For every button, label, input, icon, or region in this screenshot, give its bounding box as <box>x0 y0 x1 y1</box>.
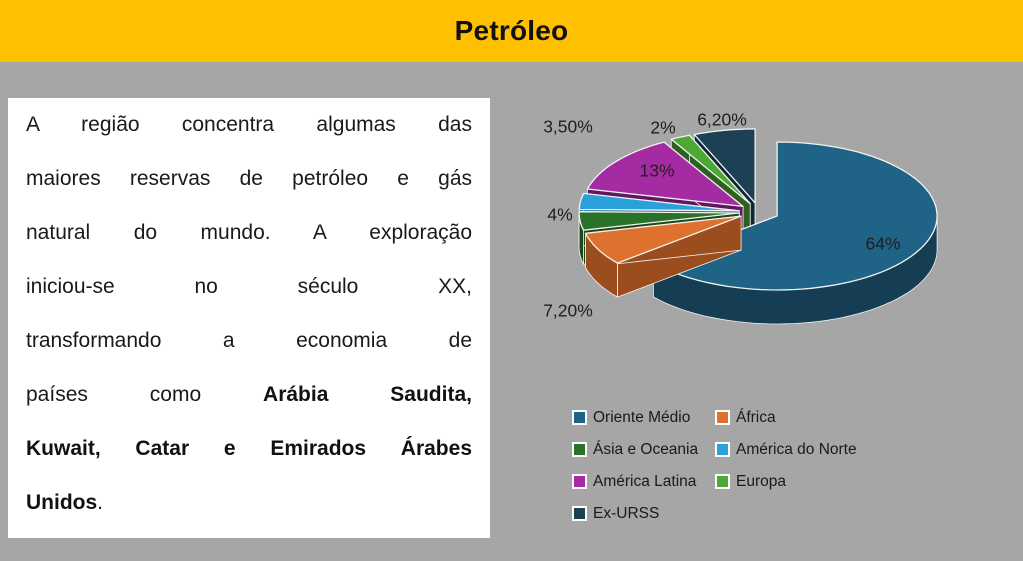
legend-item-ex-urss: Ex-URSS <box>572 502 715 525</box>
legend-label: África <box>736 408 776 426</box>
legend-swatch-icon <box>715 410 730 425</box>
legend-label: Oriente Médio <box>593 408 691 426</box>
pie-chart-svg: 64% 7,20% 4% 3,50% 13% 2% 6,20% <box>543 110 938 325</box>
header-bar: Petróleo <box>0 0 1023 62</box>
pie-value-label: 6,20% <box>697 110 747 130</box>
text-line: natural do mundo. A exploração <box>26 206 472 260</box>
text-line: iniciou-se no século XX, <box>26 260 472 314</box>
text-segment-bold: Unidos <box>26 491 98 514</box>
pie-value-label: 13% <box>639 161 674 181</box>
legend-item-america-do-norte: América do Norte <box>715 438 972 461</box>
text-line: países como Arábia Saudita, <box>26 368 472 422</box>
legend-label: Ásia e Oceania <box>593 440 699 458</box>
legend-swatch-icon <box>715 442 730 457</box>
text-line: maiores reservas de petróleo e gás <box>26 152 472 206</box>
text-segment-bold: Arábia Saudita, <box>263 383 472 406</box>
text-line: Kuwait, Catar e Emirados Árabes <box>26 422 472 476</box>
legend-item-europa: Europa <box>715 470 972 493</box>
text-panel: A região concentra algumas das maiores re… <box>8 98 490 538</box>
legend-item-asia-e-oceania: Ásia e Oceania <box>572 438 715 461</box>
legend-swatch-icon <box>572 474 587 489</box>
text-segment-bold: Kuwait, Catar e Emirados Árabes <box>26 437 472 460</box>
pie-value-label: 3,50% <box>543 117 593 137</box>
text-segment: . <box>97 491 104 514</box>
legend-label: América Latina <box>593 472 697 490</box>
legend-item-oriente-medio: Oriente Médio <box>572 406 715 429</box>
pie-slice-africa <box>584 215 742 298</box>
pie-value-label: 64% <box>865 234 900 254</box>
text-line: A região concentra algumas das <box>26 98 472 152</box>
text-line: Unidos. <box>26 476 472 530</box>
legend-item-africa: África <box>715 406 972 429</box>
text-segment: países como <box>26 383 264 406</box>
legend-swatch-icon <box>715 474 730 489</box>
legend-swatch-icon <box>572 410 587 425</box>
legend-swatch-icon <box>572 506 587 521</box>
legend-label: América do Norte <box>736 440 857 458</box>
pie-value-label: 2% <box>650 118 675 138</box>
text-segment: maiores reservas de petróleo e gás <box>26 167 472 190</box>
pie-chart: 64% 7,20% 4% 3,50% 13% 2% 6,20% <box>520 85 1023 347</box>
chart-legend: Oriente Médio África Ásia e Oceania América… <box>572 406 972 525</box>
text-segment: transformando a economia de <box>26 329 472 352</box>
pie-value-label: 7,20% <box>543 301 593 321</box>
text-segment: iniciou-se no século XX, <box>26 275 472 298</box>
legend-label: Ex-URSS <box>593 504 660 522</box>
text-segment: A região concentra algumas das <box>26 113 472 136</box>
legend-swatch-icon <box>572 442 587 457</box>
legend-label: Europa <box>736 472 786 490</box>
legend-item-america-latina: América Latina <box>572 470 715 493</box>
pie-value-label: 4% <box>547 205 572 225</box>
text-segment: natural do mundo. A exploração <box>26 221 472 244</box>
text-line: transformando a economia de <box>26 314 472 368</box>
page-title: Petróleo <box>454 15 569 46</box>
